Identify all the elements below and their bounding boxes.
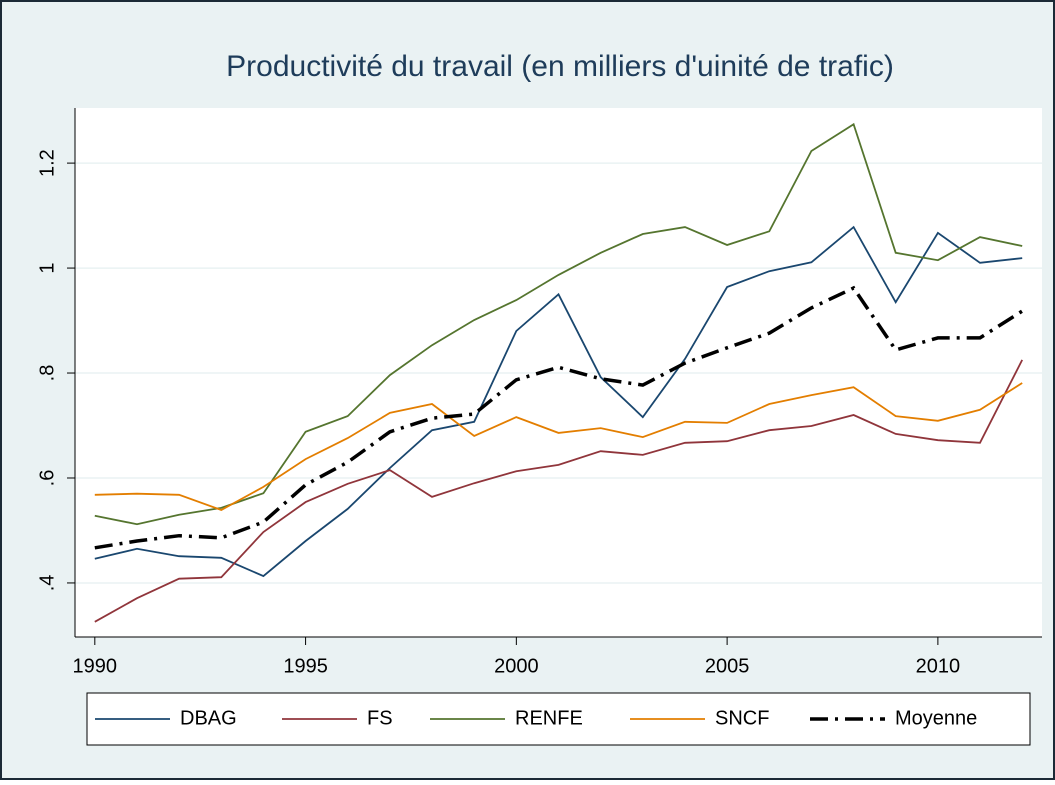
legend-label: SNCF bbox=[715, 707, 769, 729]
y-tick-label: .8 bbox=[36, 365, 58, 382]
legend-label: DBAG bbox=[180, 707, 237, 729]
series-line bbox=[94, 359, 1024, 623]
legend-label: Moyenne bbox=[895, 707, 977, 729]
series-line bbox=[94, 382, 1023, 511]
legend-label: RENFE bbox=[515, 707, 583, 729]
y-tick-label: .4 bbox=[36, 575, 58, 592]
x-tick-label: 1990 bbox=[73, 655, 118, 677]
y-tick-label: .6 bbox=[36, 470, 58, 487]
x-tick-label: 2000 bbox=[494, 655, 539, 677]
y-tick-label: 1.2 bbox=[36, 149, 58, 177]
chart-title: Productivité du travail (en milliers d'u… bbox=[226, 50, 894, 83]
y-tick-label: 1 bbox=[36, 263, 58, 274]
legend-label: FS bbox=[367, 707, 393, 729]
series-line bbox=[94, 122, 1023, 526]
x-tick-label: 1995 bbox=[283, 655, 328, 677]
x-tick-label: 2005 bbox=[705, 655, 750, 677]
series-line bbox=[94, 285, 1024, 550]
x-tick-label: 2010 bbox=[916, 655, 961, 677]
series-line bbox=[94, 225, 1023, 578]
